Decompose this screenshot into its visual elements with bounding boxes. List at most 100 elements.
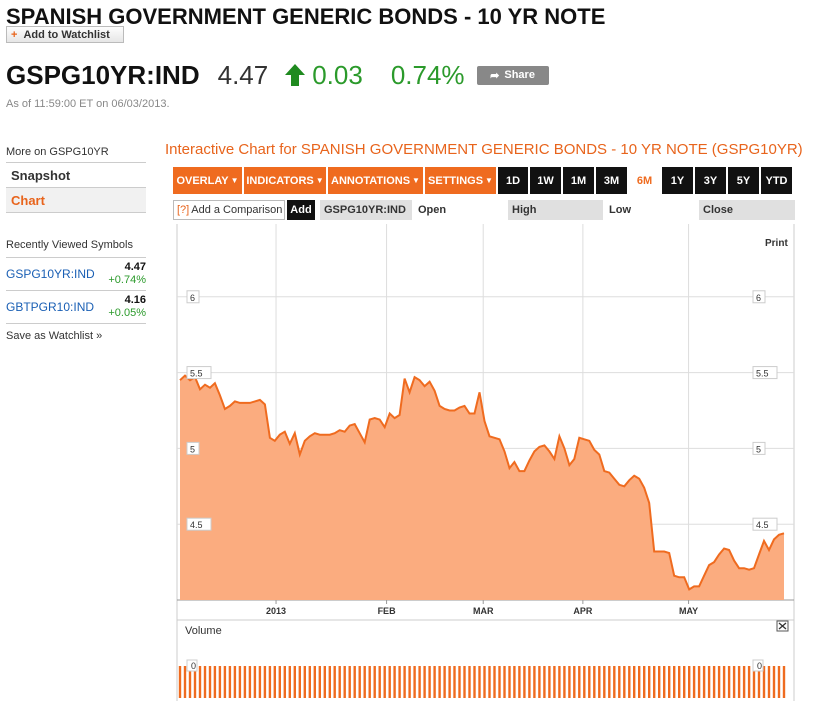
volume-bar — [348, 666, 351, 698]
period-3m-button[interactable]: 3M — [596, 167, 627, 194]
sidebar-item-snapshot[interactable]: Snapshot — [6, 163, 146, 188]
recent-symbol-value: 4.47 — [124, 261, 146, 273]
volume-bar — [293, 666, 296, 698]
volume-bar — [628, 666, 631, 698]
period-3y-button[interactable]: 3Y — [695, 167, 726, 194]
price-change-percent: 0.74% — [390, 59, 465, 90]
add-to-watchlist-button[interactable]: + Add to Watchlist — [6, 26, 124, 43]
add-to-watchlist-label: Add to Watchlist — [23, 28, 110, 41]
save-as-watchlist-link[interactable]: Save as Watchlist » — [6, 330, 146, 342]
volume-bar — [757, 666, 761, 698]
period-1y-button[interactable]: 1Y — [662, 167, 693, 194]
volume-bar — [493, 666, 496, 698]
price-chart[interactable]: 4.5 5 5.5 6 4.5 5 5.5 6 2013 FEB MAR APR MAY Print… — [173, 224, 798, 702]
y-tick-label-right-box — [752, 517, 778, 531]
volume-bar — [513, 666, 516, 698]
volume-bar — [727, 666, 731, 698]
volume-bar — [278, 666, 281, 698]
volume-bar — [648, 666, 651, 698]
page-title: SPANISH GOVERNMENT GENERIC BONDS - 10 YR… — [6, 4, 606, 29]
volume-bar — [413, 666, 416, 698]
volume-bar — [777, 666, 781, 698]
volume-bar — [443, 666, 446, 698]
period-ytd-button[interactable]: YTD — [761, 167, 792, 194]
y-tick-label-left: 6 — [190, 293, 195, 303]
volume-bar — [228, 666, 232, 698]
period-1m-button[interactable]: 1M — [563, 167, 594, 194]
volume-bars — [178, 666, 786, 698]
recent-symbol-row: GBTPGR10:IND 4.16 +0.05% — [6, 291, 146, 324]
volume-bar — [313, 666, 316, 698]
compare-row: [?] Add a Comparison Add GSPG10YR:IND Op… — [173, 199, 795, 220]
add-comparison-button[interactable]: Add — [287, 199, 315, 220]
volume-bar — [643, 666, 646, 698]
y-tick-label-right: 5.5 — [756, 369, 769, 379]
volume-bar — [673, 666, 676, 698]
recent-symbol-row: GSPG10YR:IND 4.47 +0.74% — [6, 258, 146, 291]
double-chevron-right-icon: » — [96, 330, 103, 342]
y-tick-label-right: 5 — [756, 444, 761, 454]
volume-bar — [503, 666, 506, 698]
low-label: Low — [609, 203, 631, 216]
as-of-timestamp: As of 11:59:00 ET on 06/03/2013. — [6, 98, 170, 110]
help-icon[interactable]: [?] — [177, 203, 190, 216]
plus-icon: + — [11, 28, 18, 41]
volume-bar — [178, 666, 182, 698]
volume-bar — [747, 666, 751, 698]
y-tick-label-right-box — [752, 290, 766, 304]
period-1d-button[interactable]: 1D — [498, 167, 528, 194]
x-tick-label: MAR — [473, 606, 494, 616]
volume-bar — [588, 666, 591, 698]
volume-bar — [363, 666, 366, 698]
volume-bar — [303, 666, 306, 698]
recent-symbol-link[interactable]: GSPG10YR:IND — [6, 267, 95, 281]
volume-bar — [508, 666, 511, 698]
add-comparison-input[interactable]: [?] Add a Comparison — [173, 199, 285, 220]
x-tick-label: 2013 — [266, 606, 286, 616]
recent-symbol-value: 4.16 — [124, 294, 146, 306]
volume-bar — [223, 666, 227, 698]
sidebar-item-chart[interactable]: Chart — [6, 188, 146, 213]
volume-bar — [338, 666, 341, 698]
volume-bar — [608, 666, 611, 698]
volume-axis-label-right: 0 — [757, 661, 762, 671]
volume-bar — [752, 666, 756, 698]
volume-bar — [488, 666, 491, 698]
volume-bar — [368, 666, 371, 698]
volume-bar — [458, 666, 461, 698]
volume-bar — [273, 666, 276, 698]
print-link[interactable]: Print — [765, 238, 788, 249]
volume-bar — [383, 666, 386, 698]
volume-bar — [638, 666, 641, 698]
volume-bar — [772, 666, 776, 698]
overlay-menu-button[interactable]: OVERLAY ▼ — [173, 167, 242, 194]
chart-toolbar: OVERLAY ▼ INDICATORS ▼ ANNOTATIONS ▼ SETTIN… — [173, 167, 794, 194]
price-area — [180, 375, 784, 600]
volume-bar — [692, 666, 696, 698]
volume-bar — [418, 666, 421, 698]
period-5y-button[interactable]: 5Y — [728, 167, 759, 194]
period-6m-button[interactable]: 6M — [629, 167, 660, 194]
volume-close-icon[interactable] — [776, 620, 789, 632]
volume-bar — [408, 666, 411, 698]
period-1w-button[interactable]: 1W — [530, 167, 561, 194]
volume-bar — [183, 666, 187, 698]
recently-viewed-heading: Recently Viewed Symbols — [6, 239, 146, 258]
volume-bar — [353, 666, 356, 698]
settings-menu-button[interactable]: SETTINGS ▼ — [425, 167, 496, 194]
recent-symbol-link[interactable]: GBTPGR10:IND — [6, 300, 95, 314]
chart-symbol-label: GSPG10YR:IND — [320, 199, 412, 220]
volume-bar — [782, 666, 786, 698]
volume-bar — [288, 666, 291, 698]
volume-bar — [548, 666, 551, 698]
share-button[interactable]: ➦ Share — [476, 65, 549, 85]
volume-bar — [203, 666, 207, 698]
volume-bar — [712, 666, 716, 698]
volume-bar — [573, 666, 576, 698]
volume-bar — [583, 666, 586, 698]
annotations-menu-button[interactable]: ANNOTATIONS ▼ — [328, 167, 423, 194]
volume-bar — [678, 666, 681, 698]
indicators-menu-button[interactable]: INDICATORS ▼ — [244, 167, 326, 194]
price-change: 0.03 — [312, 59, 363, 90]
volume-bar — [423, 666, 426, 698]
